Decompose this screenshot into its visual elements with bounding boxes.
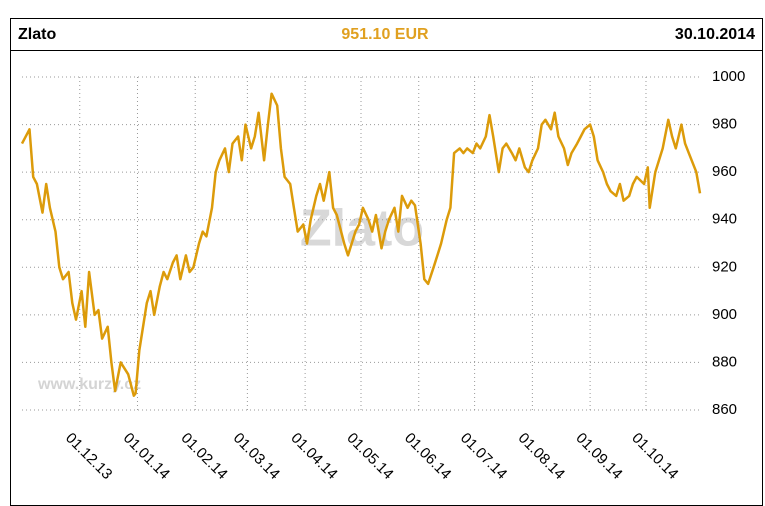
x-tick-label: 01.05.14	[343, 430, 396, 483]
y-tick-label: 920	[712, 258, 737, 275]
x-tick-label: 01.09.14	[572, 430, 625, 483]
x-tick-label: 01.08.14	[515, 430, 568, 483]
y-tick-label: 980	[712, 116, 737, 133]
x-tick-label: 01.07.14	[457, 430, 510, 483]
chart-title: Zlato	[18, 26, 56, 43]
y-tick-label: 880	[712, 353, 737, 370]
price: 951.10 EUR	[341, 26, 429, 43]
date: 30.10.2014	[675, 26, 755, 43]
y-tick-label: 960	[712, 163, 737, 180]
x-tick-label: 01.01.14	[120, 430, 173, 483]
x-tick-label: 01.04.14	[287, 430, 340, 483]
y-tick-label: 1000	[712, 68, 745, 85]
y-tick-label: 900	[712, 306, 737, 323]
x-tick-label: 01.06.14	[401, 430, 454, 483]
y-tick-label: 860	[712, 401, 737, 418]
y-tick-label: 940	[712, 211, 737, 228]
x-tick-label: 01.02.14	[178, 430, 231, 483]
x-tick-label: 01.10.14	[628, 430, 681, 483]
x-tick-label: 01.12.13	[62, 430, 115, 483]
x-tick-label: 01.03.14	[230, 430, 283, 483]
frame	[10, 18, 763, 506]
source: www.kurzy.cz	[37, 376, 141, 393]
price-line	[20, 92, 702, 397]
